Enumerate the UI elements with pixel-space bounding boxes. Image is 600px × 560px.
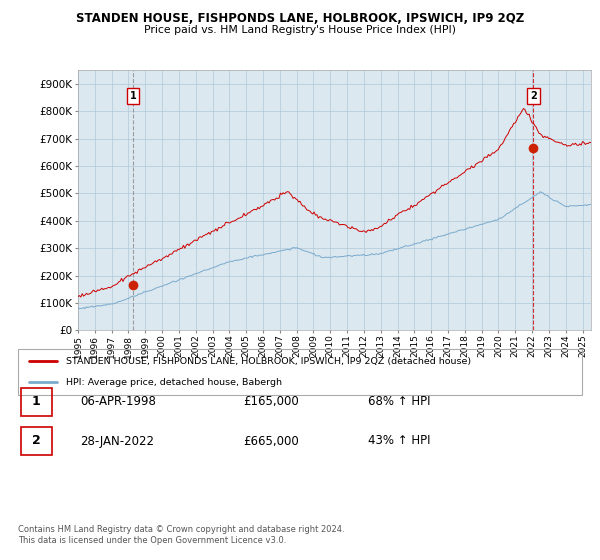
Text: Price paid vs. HM Land Registry's House Price Index (HPI): Price paid vs. HM Land Registry's House … <box>144 25 456 35</box>
Text: 1: 1 <box>32 395 41 408</box>
Text: 2: 2 <box>32 435 41 447</box>
Text: £665,000: £665,000 <box>244 435 299 447</box>
Text: £165,000: £165,000 <box>244 395 299 408</box>
Text: 68% ↑ HPI: 68% ↑ HPI <box>368 395 430 408</box>
Text: 1: 1 <box>130 91 136 101</box>
Text: 28-JAN-2022: 28-JAN-2022 <box>80 435 154 447</box>
Text: 06-APR-1998: 06-APR-1998 <box>80 395 156 408</box>
Text: Contains HM Land Registry data © Crown copyright and database right 2024.
This d: Contains HM Land Registry data © Crown c… <box>18 525 344 545</box>
Text: STANDEN HOUSE, FISHPONDS LANE, HOLBROOK, IPSWICH, IP9 2QZ: STANDEN HOUSE, FISHPONDS LANE, HOLBROOK,… <box>76 12 524 25</box>
Text: HPI: Average price, detached house, Babergh: HPI: Average price, detached house, Babe… <box>66 378 282 387</box>
Text: 43% ↑ HPI: 43% ↑ HPI <box>368 435 430 447</box>
Text: STANDEN HOUSE, FISHPONDS LANE, HOLBROOK, IPSWICH, IP9 2QZ (detached house): STANDEN HOUSE, FISHPONDS LANE, HOLBROOK,… <box>66 357 471 366</box>
Text: 2: 2 <box>530 91 537 101</box>
